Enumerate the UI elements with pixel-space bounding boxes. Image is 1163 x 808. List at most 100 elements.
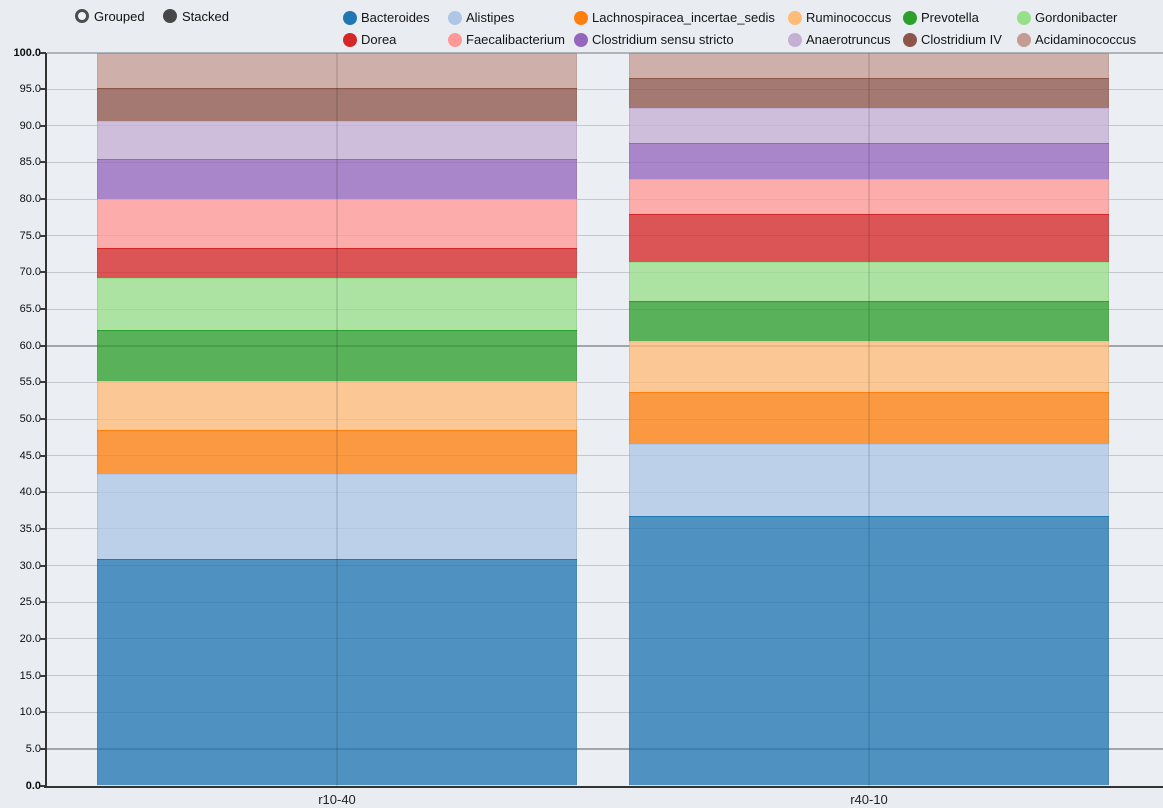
legend-color-dot-icon bbox=[574, 32, 588, 47]
gridline-y-45 bbox=[47, 455, 1163, 457]
legend-item-label: Gordonibacter bbox=[1035, 10, 1118, 25]
y-axis-tick-label: 50.0 bbox=[19, 413, 41, 425]
y-axis-tick-mark bbox=[40, 637, 46, 640]
legend-item-label: Dorea bbox=[361, 32, 397, 47]
bar-segment-r40-10-faecalibacterium[interactable] bbox=[629, 178, 1109, 215]
legend-item-label: Ruminococcus bbox=[806, 10, 892, 25]
legend-color-dot-icon bbox=[1017, 32, 1031, 47]
bar-segment-r10-40-anaerotruncus[interactable] bbox=[97, 121, 577, 159]
bar-segment-r10-40-faecalibacterium[interactable] bbox=[97, 199, 577, 249]
y-axis-tick-label: 30.0 bbox=[19, 559, 41, 572]
legend-color-dot-icon bbox=[343, 32, 357, 47]
legend-item-clostridium-iv[interactable]: Clostridium IV bbox=[903, 32, 1002, 47]
legend-item-prevotella[interactable]: Prevotella bbox=[903, 10, 979, 25]
legend-item-anaerotruncus[interactable]: Anaerotruncus bbox=[788, 32, 891, 47]
legend-item-label: Alistipes bbox=[466, 10, 515, 25]
bar-segment-r40-10-alistipes[interactable] bbox=[629, 443, 1109, 516]
bar-segment-r10-40-clostridium-iv[interactable] bbox=[97, 88, 577, 122]
bar-segment-r10-40-gordonibacter[interactable] bbox=[97, 278, 577, 331]
legend-item-dorea[interactable]: Dorea bbox=[343, 32, 396, 47]
gridline-y-65 bbox=[47, 308, 1163, 310]
legend-item-bacteroides[interactable]: Bacteroides bbox=[343, 10, 430, 25]
legend-color-dot-icon bbox=[448, 32, 462, 47]
legend-item-faecalibacterium[interactable]: Faecalibacterium bbox=[448, 32, 565, 47]
y-axis-tick-mark bbox=[40, 527, 46, 530]
gridline-y-15 bbox=[47, 675, 1163, 677]
radio-unselected-icon[interactable] bbox=[75, 9, 89, 23]
bar-segment-r10-40-dorea[interactable] bbox=[97, 248, 577, 279]
bar-segment-r40-10-bacteroides[interactable] bbox=[629, 515, 1109, 786]
y-axis-tick-label: 65.0 bbox=[19, 303, 41, 316]
gridline-y-5 bbox=[47, 748, 1163, 751]
y-axis-tick-mark bbox=[40, 381, 46, 384]
y-axis-tick-mark bbox=[40, 711, 46, 714]
bar-segment-r10-40-lachnospiracea-incertae-sedis[interactable] bbox=[97, 429, 577, 474]
y-axis-tick-label: 90.0 bbox=[19, 119, 41, 132]
legend-item-gordonibacter[interactable]: Gordonibacter bbox=[1017, 10, 1117, 25]
y-axis-tick-label: 70.0 bbox=[19, 266, 41, 279]
y-axis-tick-mark bbox=[40, 234, 46, 237]
y-axis-tick-label: 80.0 bbox=[19, 193, 41, 206]
y-axis-tick-label: 100.0 bbox=[13, 46, 41, 59]
legend-color-dot-icon bbox=[574, 10, 588, 25]
gridline-y-60 bbox=[47, 345, 1163, 348]
y-axis-tick-mark bbox=[40, 198, 46, 201]
stacked-bar-r40-10 bbox=[629, 52, 1109, 786]
gridline-y-50 bbox=[47, 418, 1163, 420]
y-axis-tick-label: 5.0 bbox=[25, 742, 41, 755]
y-axis-tick-mark bbox=[40, 747, 46, 750]
y-axis-tick-mark bbox=[40, 601, 46, 604]
bar-segment-r40-10-anaerotruncus[interactable] bbox=[629, 108, 1109, 143]
legend-item-label: Clostridium IV bbox=[921, 32, 1002, 47]
y-axis-tick-label: 0.0 bbox=[25, 779, 41, 792]
bar-segment-r40-10-clostridium-iv[interactable] bbox=[629, 78, 1109, 109]
y-axis-tick-mark bbox=[40, 161, 46, 164]
y-axis-tick-label: 95.0 bbox=[19, 83, 41, 96]
bar-segment-r10-40-acidaminococcus[interactable] bbox=[97, 52, 577, 89]
legend-color-dot-icon bbox=[1017, 10, 1031, 25]
legend-item-alistipes[interactable]: Alistipes bbox=[448, 10, 514, 25]
stacked-radio[interactable]: Stacked bbox=[163, 8, 229, 24]
gridline-y-10 bbox=[47, 711, 1163, 713]
legend-item-acidaminococcus[interactable]: Acidaminococcus bbox=[1017, 32, 1136, 47]
legend-item-lachnospiracea-incertae-sedis[interactable]: Lachnospiracea_incertae_sedis bbox=[574, 10, 775, 25]
bar-segment-r10-40-prevotella[interactable] bbox=[97, 330, 577, 381]
legend-item-ruminococcus[interactable]: Ruminococcus bbox=[788, 10, 891, 25]
legend-color-dot-icon bbox=[343, 10, 357, 25]
y-axis-tick-mark bbox=[40, 454, 46, 457]
bar-segment-r10-40-alistipes[interactable] bbox=[97, 473, 577, 559]
legend-color-dot-icon bbox=[448, 10, 462, 25]
y-axis-tick-mark bbox=[40, 784, 46, 787]
y-axis-tick-label: 45.0 bbox=[19, 449, 41, 462]
stacked-bar-r10-40 bbox=[97, 52, 577, 786]
gridline-y-70 bbox=[47, 271, 1163, 273]
gridline-y-100 bbox=[47, 52, 1163, 54]
y-axis-line bbox=[45, 52, 47, 788]
gridline-y-55 bbox=[47, 381, 1163, 383]
bar-segment-r10-40-clostridium-sensu-stricto[interactable] bbox=[97, 158, 577, 200]
legend-color-dot-icon bbox=[788, 32, 802, 47]
grouped-radio[interactable]: Grouped bbox=[75, 8, 145, 24]
bar-segment-r40-10-gordonibacter[interactable] bbox=[629, 262, 1109, 301]
y-axis-tick-mark bbox=[40, 271, 46, 274]
bar-segment-r40-10-clostridium-sensu-stricto[interactable] bbox=[629, 142, 1109, 179]
stacked-radio-label: Stacked bbox=[182, 8, 229, 24]
x-axis-tick-label-r40-10: r40-10 bbox=[850, 792, 888, 807]
bar-segment-r10-40-bacteroides[interactable] bbox=[97, 559, 577, 786]
bar-segment-r40-10-prevotella[interactable] bbox=[629, 300, 1109, 342]
y-axis-tick-label: 25.0 bbox=[19, 596, 41, 609]
bar-segment-r40-10-lachnospiracea-incertae-sedis[interactable] bbox=[629, 391, 1109, 444]
y-axis-tick-label: 55.0 bbox=[19, 376, 41, 389]
bar-segment-r40-10-ruminococcus[interactable] bbox=[629, 341, 1109, 392]
y-axis-tick-label: 35.0 bbox=[19, 522, 41, 535]
legend-item-clostridium-sensu-stricto[interactable]: Clostridium sensu stricto bbox=[574, 32, 734, 47]
bar-segment-r40-10-dorea[interactable] bbox=[629, 214, 1109, 263]
gridline-y-95 bbox=[47, 88, 1163, 90]
bar-segment-r40-10-acidaminococcus[interactable] bbox=[629, 52, 1109, 79]
y-axis-tick-mark bbox=[40, 491, 46, 494]
radio-selected-icon[interactable] bbox=[163, 9, 177, 23]
bar-segment-r10-40-ruminococcus[interactable] bbox=[97, 380, 577, 430]
y-axis-tick-mark bbox=[40, 418, 46, 420]
y-axis-tick-label: 10.0 bbox=[19, 706, 41, 719]
y-axis-tick-mark bbox=[40, 564, 46, 567]
